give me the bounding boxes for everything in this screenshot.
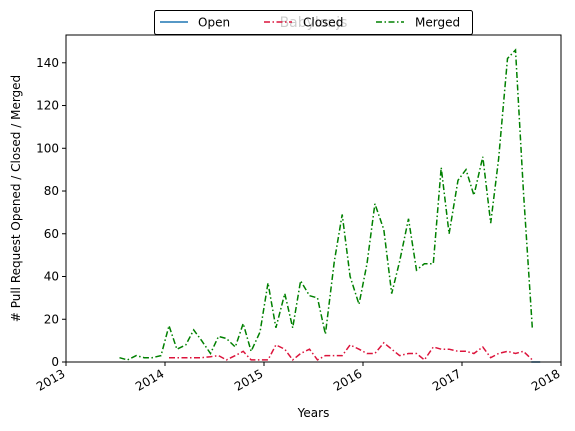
x-tick-label: 2014: [133, 366, 166, 393]
legend: Open Closed Merged: [154, 10, 473, 35]
y-tick-label: 60: [44, 227, 59, 241]
series-layer: [119, 48, 541, 363]
y-tick-label: 120: [36, 99, 59, 113]
legend-label-open: Open: [198, 16, 230, 30]
legend-label-closed: Closed: [303, 16, 343, 30]
x-tick-label: 2017: [430, 366, 463, 393]
x-tick-label: 2016: [331, 366, 364, 393]
y-tick-label: 100: [36, 141, 59, 155]
x-axis-label: Years: [297, 406, 330, 420]
y-tick-label: 40: [44, 270, 59, 284]
plot-area-frame: [65, 34, 562, 363]
y-tick-label: 0: [51, 355, 59, 369]
x-tick-label: 2018: [529, 366, 562, 393]
x-axis: 2013 2014 2015 2016 2017 2018: [34, 362, 563, 394]
y-axis: 0 20 40 60 80 100 120 140: [36, 56, 66, 369]
x-tick-label: 2015: [232, 366, 265, 393]
y-tick-label: 20: [44, 312, 59, 326]
y-tick-label: 80: [44, 184, 59, 198]
y-axis-label: # Pull Request Opened / Closed / Merged: [9, 75, 23, 322]
y-tick-label: 140: [36, 56, 59, 70]
series-line-merged: [119, 48, 534, 361]
x-tick-label: 2013: [34, 366, 67, 393]
legend-box: [154, 10, 473, 35]
series-line-closed: [169, 341, 533, 361]
legend-label-merged: Merged: [415, 16, 460, 30]
